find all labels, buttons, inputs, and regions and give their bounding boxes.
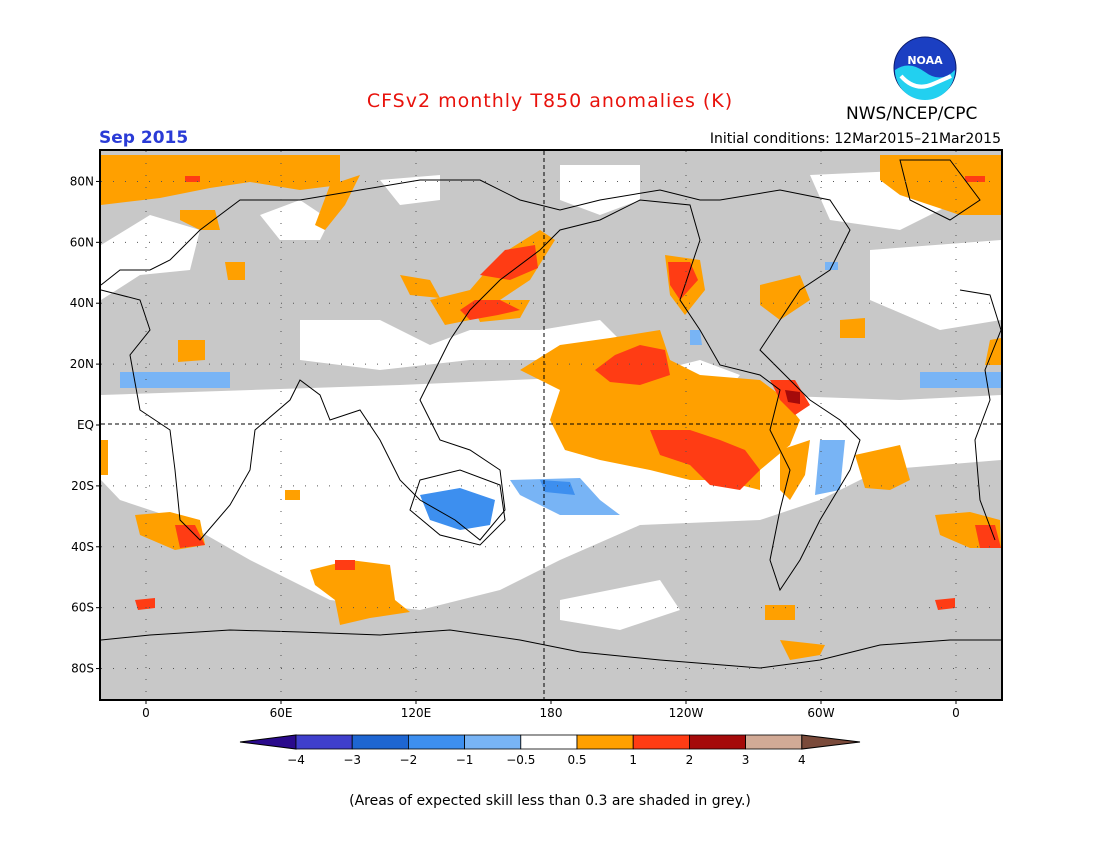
colorbar-low-arrow bbox=[239, 734, 297, 750]
colorbar-label: 2 bbox=[686, 753, 694, 767]
noaa-logo: NOAA bbox=[893, 36, 957, 100]
anomaly-minus-1-to-minus-2 bbox=[420, 480, 575, 530]
coastlines bbox=[101, 159, 1001, 669]
agency-label: NWS/NCEP/CPC bbox=[846, 104, 978, 124]
colorbar-label: 3 bbox=[742, 753, 750, 767]
colorbar-segment bbox=[295, 734, 353, 750]
colorbar-segment bbox=[351, 734, 409, 750]
logo-text: NOAA bbox=[907, 54, 943, 67]
colorbar-label: −2 bbox=[400, 753, 418, 767]
lat-label: 60S bbox=[71, 601, 94, 615]
lat-label: EQ bbox=[77, 418, 94, 432]
colorbar-segment bbox=[689, 734, 747, 750]
chart-title: CFSv2 monthly T850 anomalies (K) bbox=[366, 90, 734, 112]
lon-label: 60W bbox=[807, 706, 834, 720]
colorbar-segment bbox=[520, 734, 578, 750]
colorbar-segment bbox=[632, 734, 690, 750]
gridlines bbox=[101, 151, 1001, 699]
lon-label: 60E bbox=[270, 706, 293, 720]
anomaly-map: 80N 60N 40N 20N EQ 20S 40S 60S 80S 0 60E 120E 180 12… bbox=[70, 149, 1003, 720]
colorbar-label: −0.5 bbox=[506, 753, 535, 767]
lat-labels: 80N 60N 40N 20N EQ 20S 40S 60S 80S bbox=[70, 174, 101, 676]
lon-label: 0 bbox=[142, 706, 150, 720]
lon-label: 120W bbox=[669, 706, 704, 720]
anomaly-2-to-3 bbox=[785, 390, 800, 404]
colorbar-high-arrow bbox=[801, 734, 861, 750]
lon-label: 120E bbox=[401, 706, 432, 720]
lat-label: 20S bbox=[71, 479, 94, 493]
colorbar-segment bbox=[464, 734, 522, 750]
colorbar-label: 0.5 bbox=[567, 753, 586, 767]
lat-label: 40S bbox=[71, 540, 94, 554]
colorbar-label: 1 bbox=[629, 753, 637, 767]
footnote: (Areas of expected skill less than 0.3 a… bbox=[349, 793, 751, 809]
lat-label: 60N bbox=[70, 235, 94, 249]
colorbar-label: −1 bbox=[456, 753, 474, 767]
lon-label: 0 bbox=[952, 706, 960, 720]
colorbar-label: 4 bbox=[798, 753, 806, 767]
lat-label: 80N bbox=[70, 174, 94, 188]
lon-labels: 0 60E 120E 180 120W 60W 0 bbox=[142, 699, 960, 720]
colorbar-segment bbox=[576, 734, 634, 750]
forecast-month: Sep 2015 bbox=[99, 128, 189, 148]
initial-conditions: Initial conditions: 12Mar2015–21Mar2015 bbox=[709, 131, 1001, 147]
colorbar-segment bbox=[407, 734, 465, 750]
anomaly-1-to-2 bbox=[135, 176, 1001, 610]
lat-label: 40N bbox=[70, 296, 94, 310]
lat-label: 80S bbox=[71, 662, 94, 676]
colorbar-label: −4 bbox=[287, 753, 305, 767]
lat-label: 20N bbox=[70, 357, 94, 371]
colorbar-segment bbox=[745, 734, 803, 750]
lon-label: 180 bbox=[540, 706, 563, 720]
anomaly-minus-0.5-to-minus-1 bbox=[120, 262, 1001, 515]
colorbar-label: −3 bbox=[343, 753, 361, 767]
